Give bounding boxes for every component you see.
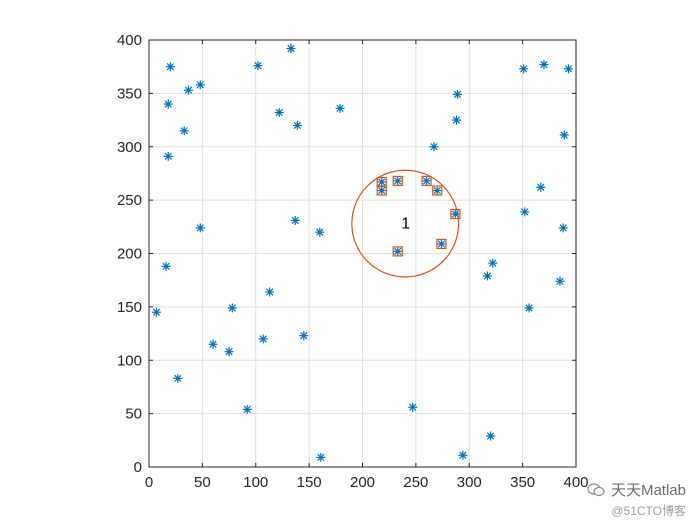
x-tick-label: 300 [457, 474, 482, 491]
data-point [377, 177, 387, 187]
y-tick-label: 0 [134, 459, 142, 476]
x-tick-label: 400 [563, 474, 588, 491]
data-point [558, 223, 568, 233]
data-point [290, 215, 300, 225]
y-tick-label: 200 [117, 246, 142, 263]
data-point [163, 151, 173, 161]
data-point [377, 186, 387, 196]
data-point [173, 373, 183, 383]
watermark-title: 天天Matlab [610, 482, 686, 499]
data-point [315, 227, 325, 237]
data-point [183, 85, 193, 95]
data-point [520, 207, 530, 217]
data-point [227, 303, 237, 313]
data-point [536, 182, 546, 192]
x-tick-label: 150 [297, 474, 322, 491]
data-point [299, 331, 309, 341]
data-point [335, 103, 345, 113]
points-layer [151, 44, 574, 462]
data-point [422, 176, 432, 186]
data-point [555, 276, 565, 286]
watermark: 天天Matlab @51CTO博客 [587, 479, 686, 519]
data-point [408, 402, 418, 412]
watermark-subtitle: @51CTO博客 [611, 504, 686, 518]
highlighted-point-square [432, 185, 443, 196]
grid-lines [148, 39, 577, 468]
x-tick-label: 0 [145, 474, 153, 491]
x-tick-label: 350 [510, 474, 535, 491]
highlighted-point-square [436, 238, 447, 249]
data-point [453, 89, 463, 99]
wechat-icon [587, 482, 605, 496]
y-tick-label: 250 [117, 192, 142, 209]
data-point [292, 120, 302, 130]
data-point [265, 287, 275, 297]
annotations-layer: 1 [401, 216, 410, 233]
x-tick-label: 250 [403, 474, 428, 491]
data-point [393, 176, 403, 186]
cluster-circle [351, 169, 460, 278]
cluster-label: 1 [401, 216, 410, 233]
data-point [242, 404, 252, 414]
data-point [432, 186, 442, 196]
data-point [488, 258, 498, 268]
data-point [393, 246, 403, 256]
highlighted-point-square [392, 246, 403, 257]
circle-layer [351, 169, 460, 278]
data-point [208, 339, 218, 349]
data-point [559, 130, 569, 140]
axes [148, 39, 577, 468]
data-point [436, 239, 446, 249]
data-point [253, 61, 263, 71]
data-point [524, 303, 534, 313]
data-point [258, 334, 268, 344]
data-point [179, 126, 189, 136]
highlighted-point-square [392, 175, 403, 187]
data-point [429, 142, 439, 152]
x-tick-label: 50 [194, 474, 211, 491]
data-point [539, 60, 549, 70]
x-tick-label: 200 [350, 474, 375, 491]
highlighted-point-square [376, 185, 387, 196]
data-point [161, 261, 171, 271]
x-tick-label: 100 [243, 474, 268, 491]
y-tick-label: 350 [117, 85, 142, 102]
y-tick-label: 100 [117, 352, 142, 369]
data-point [482, 271, 492, 281]
data-point [163, 99, 173, 109]
data-point [151, 307, 161, 317]
data-point [486, 431, 496, 441]
data-point [224, 347, 234, 357]
data-point [564, 64, 574, 74]
data-point [195, 223, 205, 233]
data-point [165, 62, 175, 72]
highlighted-point-square [450, 208, 461, 220]
watermark-title-row: 天天Matlab [587, 479, 686, 500]
y-tick-label: 400 [117, 32, 142, 49]
data-point [286, 44, 296, 54]
data-point [274, 108, 284, 118]
data-point [458, 450, 468, 460]
data-point [316, 452, 326, 462]
data-point [451, 115, 461, 125]
highlighted-point-square [421, 175, 432, 187]
highlight-layer [376, 175, 461, 257]
tick-labels: 0 50 100 150 200 250 300 350 400 0 50 100 150 200 250 3… [117, 32, 589, 491]
y-tick-label: 300 [117, 139, 142, 156]
y-tick-label: 150 [117, 299, 142, 316]
data-point [450, 209, 460, 219]
y-tick-label: 50 [125, 406, 142, 423]
data-point [519, 64, 529, 74]
data-point [195, 80, 205, 90]
